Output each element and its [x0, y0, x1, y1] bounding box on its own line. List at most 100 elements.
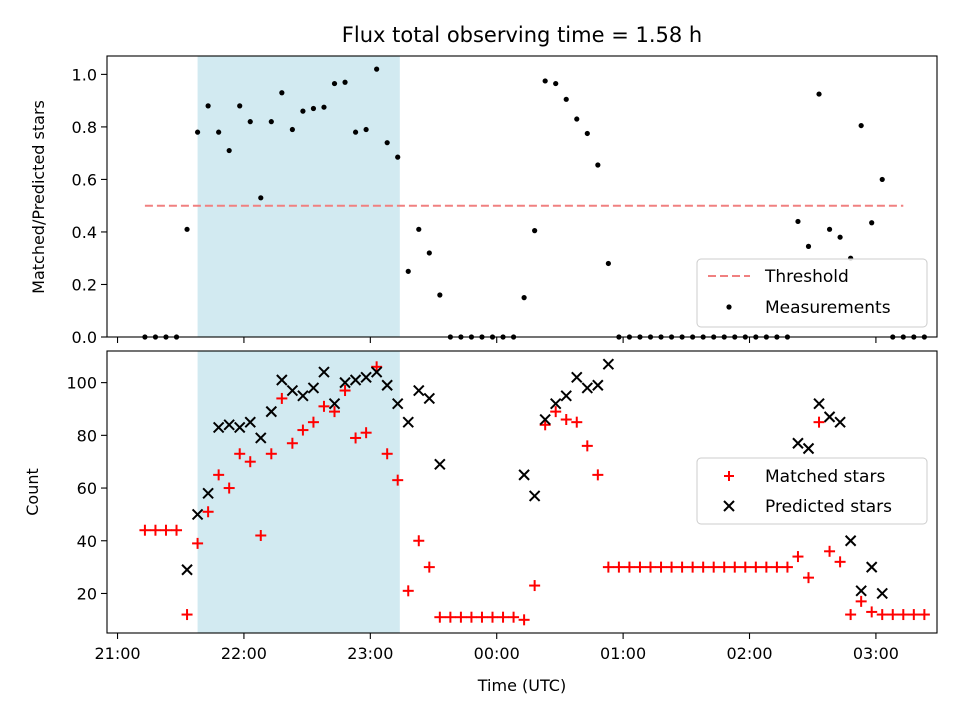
y-tick-label: 1.0 [72, 65, 97, 84]
measurement-point [837, 234, 843, 240]
predicted-star-point [834, 416, 846, 428]
matched-star-point [887, 609, 899, 621]
predicted-star-point [244, 416, 256, 428]
predicted-star-point [539, 413, 551, 426]
matched-star-point [802, 572, 814, 584]
x-tick-label: 03:00 [853, 644, 899, 663]
matched-star-point [560, 414, 572, 426]
top-y-axis-label: Matched/Predicted stars [29, 100, 48, 294]
legend-matched-swatch [724, 471, 734, 481]
y-tick-label: 100 [66, 374, 97, 393]
measurement-point [416, 226, 422, 232]
predicted-star-point [581, 382, 594, 394]
measurement-point [574, 116, 580, 122]
predicted-star-point [297, 390, 309, 402]
matched-star-point [413, 535, 425, 547]
matched-star-point [592, 469, 604, 481]
predicted-star-point [202, 487, 214, 500]
x-tick-label: 02:00 [726, 644, 772, 663]
matched-star-point [244, 456, 256, 468]
matched-star-point [760, 561, 772, 573]
matched-star-point [918, 609, 930, 621]
measurement-point [437, 292, 443, 298]
matched-star-point [655, 561, 667, 573]
predicted-star-point [381, 379, 393, 391]
measurement-point [395, 154, 401, 160]
measurement-point [553, 80, 559, 87]
matched-star-point [160, 524, 172, 536]
measurement-point [205, 103, 211, 109]
y-tick-label: 0.0 [72, 328, 97, 347]
bottom-y-axis-ticks: 20 40 60 80 100 [66, 374, 107, 603]
measurement-point [584, 130, 590, 137]
matched-star-point [371, 361, 383, 373]
top-legend: Threshold Measurements [696, 258, 928, 328]
measurement-point [184, 226, 190, 232]
measurement-point [321, 104, 327, 110]
y-tick-label: 20 [77, 584, 97, 603]
matched-star-point [613, 561, 625, 573]
measurement-point [605, 260, 611, 267]
matched-star-point [181, 609, 193, 621]
predicted-star-point [307, 382, 320, 394]
bottom-legend: Matched stars Predicted stars [696, 457, 928, 525]
measurement-point [279, 90, 285, 96]
matched-star-point [708, 561, 720, 573]
y-tick-label: 80 [77, 426, 97, 445]
matched-star-point [834, 556, 846, 568]
top-shaded-span [197, 56, 400, 337]
x-tick-label: 01:00 [600, 644, 646, 663]
matched-star-point [339, 385, 351, 397]
measurement-point [374, 66, 380, 72]
legend-matched-label: Matched stars [765, 467, 885, 487]
predicted-star-point [423, 392, 436, 405]
predicted-star-point [339, 376, 351, 389]
measurement-point [258, 195, 264, 201]
predicted-star-point [518, 469, 530, 481]
matched-star-point [550, 406, 562, 418]
predicted-star-point [802, 442, 815, 455]
measurement-point [226, 147, 232, 154]
predicted-star-point [413, 384, 425, 397]
matched-star-point [539, 419, 551, 431]
x-tick-label: 00:00 [474, 644, 520, 663]
legend-measurements-label: Measurements [765, 298, 891, 318]
matched-star-point [792, 551, 804, 563]
matched-star-point [581, 440, 593, 452]
measurement-point [858, 122, 864, 129]
matched-star-point [465, 611, 477, 623]
measurement-points [142, 66, 927, 340]
measurement-point [194, 129, 201, 135]
y-tick-label: 0.6 [72, 170, 97, 189]
matched-star-point [329, 406, 341, 418]
y-tick-label: 0.8 [72, 118, 97, 137]
matched-star-point [739, 561, 751, 573]
measurement-point [247, 119, 253, 125]
matched-star-point [381, 448, 393, 460]
matched-star-point [434, 611, 446, 623]
predicted-star-point [286, 384, 299, 397]
predicted-star-point [876, 587, 888, 600]
predicted-star-point [181, 564, 193, 576]
predicted-star-point [528, 490, 541, 502]
predicted-star-point [549, 398, 562, 410]
predicted-star-point [560, 390, 572, 402]
y-tick-label: 0.4 [72, 223, 97, 242]
matched-star-point [360, 427, 372, 439]
matched-star-point [265, 448, 277, 460]
matched-star-point [318, 400, 330, 412]
matched-star-point [676, 561, 688, 573]
measurement-point [310, 105, 317, 112]
legend-predicted-swatch [723, 500, 735, 512]
predicted-star-point [255, 432, 267, 444]
measurement-point [331, 80, 338, 87]
matched-star-point [476, 611, 488, 623]
measurement-point [869, 220, 875, 226]
predicted-star-point [392, 398, 404, 410]
matched-star-point [508, 611, 520, 623]
bottom-x-axis-ticks: 21:00 22:00 23:00 00:00 01:00 02:00 03:00 [94, 633, 899, 663]
predicted-star-point [844, 535, 857, 547]
matched-star-point [223, 482, 235, 494]
matched-star-point [276, 392, 288, 404]
matched-star-point [402, 585, 414, 597]
